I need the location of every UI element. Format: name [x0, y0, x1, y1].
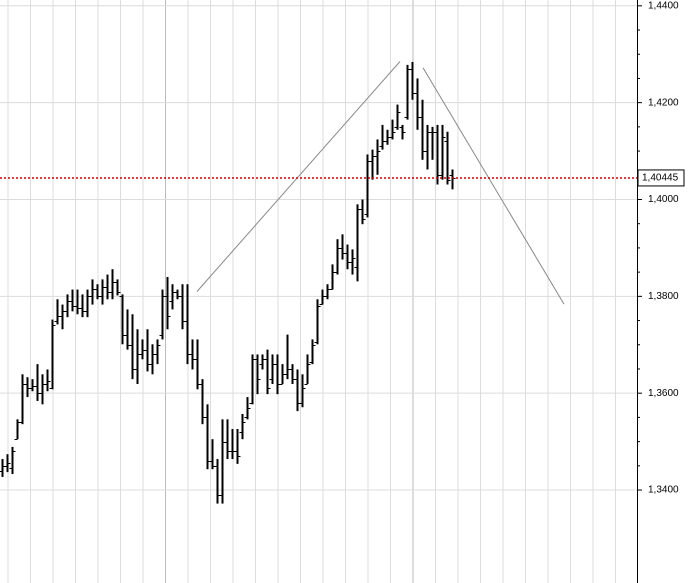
y-tick-label: 1,3800	[648, 291, 679, 302]
y-tick-label: 1,4000	[648, 194, 679, 205]
price-label-box	[637, 169, 685, 187]
price-label: 1,40445	[642, 173, 679, 184]
y-tick-label: 1,3400	[648, 485, 679, 496]
y-tick-label: 1,4400	[648, 0, 679, 11]
trend-line	[196, 61, 401, 292]
y-tick-label: 1,4200	[648, 97, 679, 108]
y-tick-label: 1,3600	[648, 388, 679, 399]
trend-line	[422, 67, 565, 305]
